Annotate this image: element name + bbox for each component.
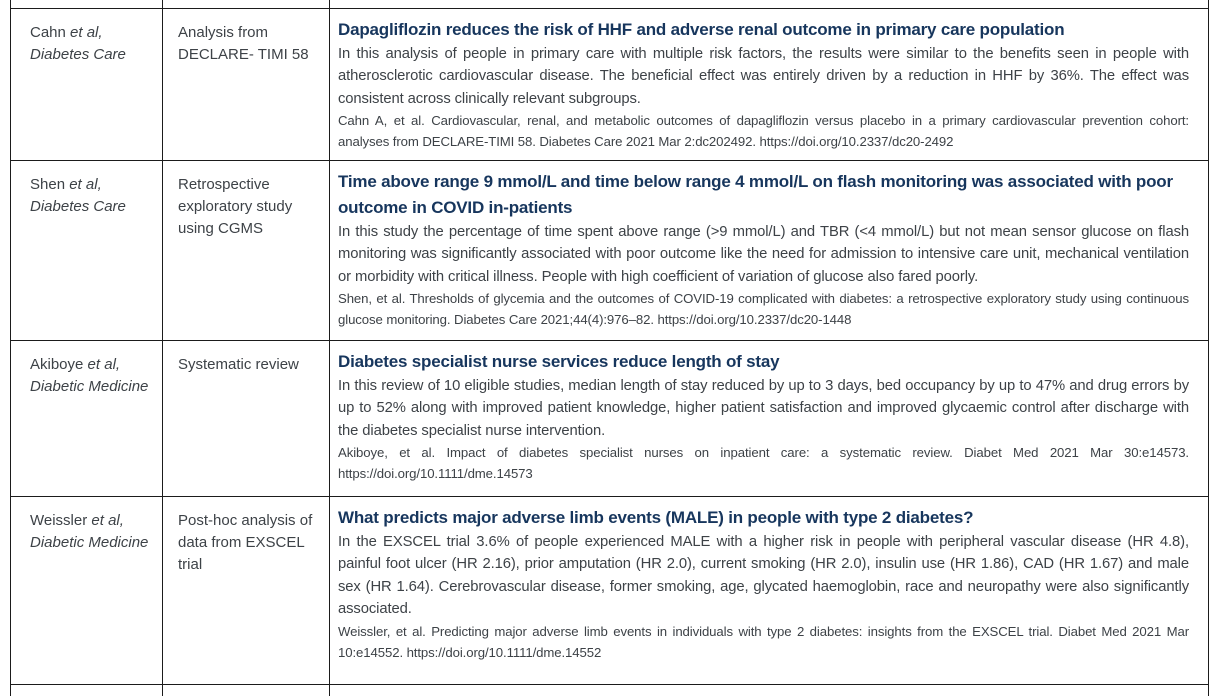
cell-authors: Weissler et al, Diabetic Medicine bbox=[11, 497, 163, 684]
table-row: Shen et al, Diabetes Care Retrospective … bbox=[11, 161, 1208, 341]
cell-authors-partial bbox=[11, 0, 163, 8]
study-type-label: Retrospective exploratory study using CG… bbox=[178, 176, 293, 237]
journal-name: Diabetes Care bbox=[30, 198, 126, 215]
cell-authors: Akiboye et al, Diabetic Medicine bbox=[11, 341, 163, 496]
table-row-partial-top bbox=[11, 0, 1208, 9]
author-etal: et al, bbox=[69, 176, 102, 193]
cell-study-type: Post-hoc analysis of data from EXSCEL tr… bbox=[163, 497, 330, 684]
cell-study-type-partial bbox=[163, 685, 330, 696]
cell-summary: What predicts major adverse limb events … bbox=[330, 497, 1208, 684]
article-citation: Akiboye, et al. Impact of diabetes speci… bbox=[338, 445, 1189, 482]
author-etal: et al, bbox=[91, 512, 124, 529]
article-citation: Shen, et al. Thresholds of glycemia and … bbox=[338, 291, 1189, 328]
cell-summary: Dapagliflozin reduces the risk of HHF an… bbox=[330, 9, 1208, 160]
cell-study-type: Analysis from DECLARE- TIMI 58 bbox=[163, 9, 330, 160]
article-headline: Diabetes specialist nurse services reduc… bbox=[338, 352, 780, 371]
journal-digest-table: Cahn et al, Diabetes Care Analysis from … bbox=[10, 0, 1209, 696]
cell-authors: Shen et al, Diabetes Care bbox=[11, 161, 163, 340]
article-citation: Cahn A, et al. Cardiovascular, renal, an… bbox=[338, 113, 1189, 150]
cell-authors-partial bbox=[11, 685, 163, 696]
cell-summary: Diabetes specialist nurse services reduc… bbox=[330, 341, 1208, 496]
journal-name: Diabetes Care bbox=[30, 46, 126, 63]
article-summary: In this review of 10 eligible studies, m… bbox=[338, 378, 1189, 439]
table-row-partial-bottom bbox=[11, 685, 1208, 696]
article-headline: What predicts major adverse limb events … bbox=[338, 508, 974, 527]
article-headline: Time above range 9 mmol/L and time below… bbox=[338, 172, 1173, 217]
study-type-label: Analysis from DECLARE- TIMI 58 bbox=[178, 24, 309, 63]
author-name: Shen bbox=[30, 176, 66, 193]
author-name: Cahn bbox=[30, 24, 66, 41]
cell-summary-partial bbox=[330, 0, 1208, 8]
article-headline: Dapagliflozin reduces the risk of HHF an… bbox=[338, 20, 1065, 39]
table-row: Weissler et al, Diabetic Medicine Post-h… bbox=[11, 497, 1208, 685]
table-row: Cahn et al, Diabetes Care Analysis from … bbox=[11, 9, 1208, 161]
cell-summary-partial bbox=[330, 685, 1208, 696]
study-type-label: Systematic review bbox=[178, 356, 299, 373]
author-etal: et al, bbox=[87, 356, 121, 373]
journal-name: Diabetic Medicine bbox=[30, 378, 149, 395]
author-name: Akiboye bbox=[30, 356, 84, 373]
table-row: Akiboye et al, Diabetic Medicine Systema… bbox=[11, 341, 1208, 497]
journal-name: Diabetic Medicine bbox=[30, 534, 149, 551]
article-summary: In this study the percentage of time spe… bbox=[338, 224, 1189, 285]
cell-authors: Cahn et al, Diabetes Care bbox=[11, 9, 163, 160]
study-type-label: Post-hoc analysis of data from EXSCEL tr… bbox=[178, 512, 313, 573]
cell-study-type-partial bbox=[163, 0, 330, 8]
article-summary: In this analysis of people in primary ca… bbox=[338, 46, 1189, 107]
article-citation: Weissler, et al. Predicting major advers… bbox=[338, 623, 1189, 660]
author-etal: et al, bbox=[70, 24, 103, 41]
cell-study-type: Systematic review bbox=[163, 341, 330, 496]
cell-summary: Time above range 9 mmol/L and time below… bbox=[330, 161, 1208, 340]
cell-study-type: Retrospective exploratory study using CG… bbox=[163, 161, 330, 340]
author-name: Weissler bbox=[30, 512, 88, 529]
article-summary: In the EXSCEL trial 3.6% of people exper… bbox=[338, 534, 1189, 618]
